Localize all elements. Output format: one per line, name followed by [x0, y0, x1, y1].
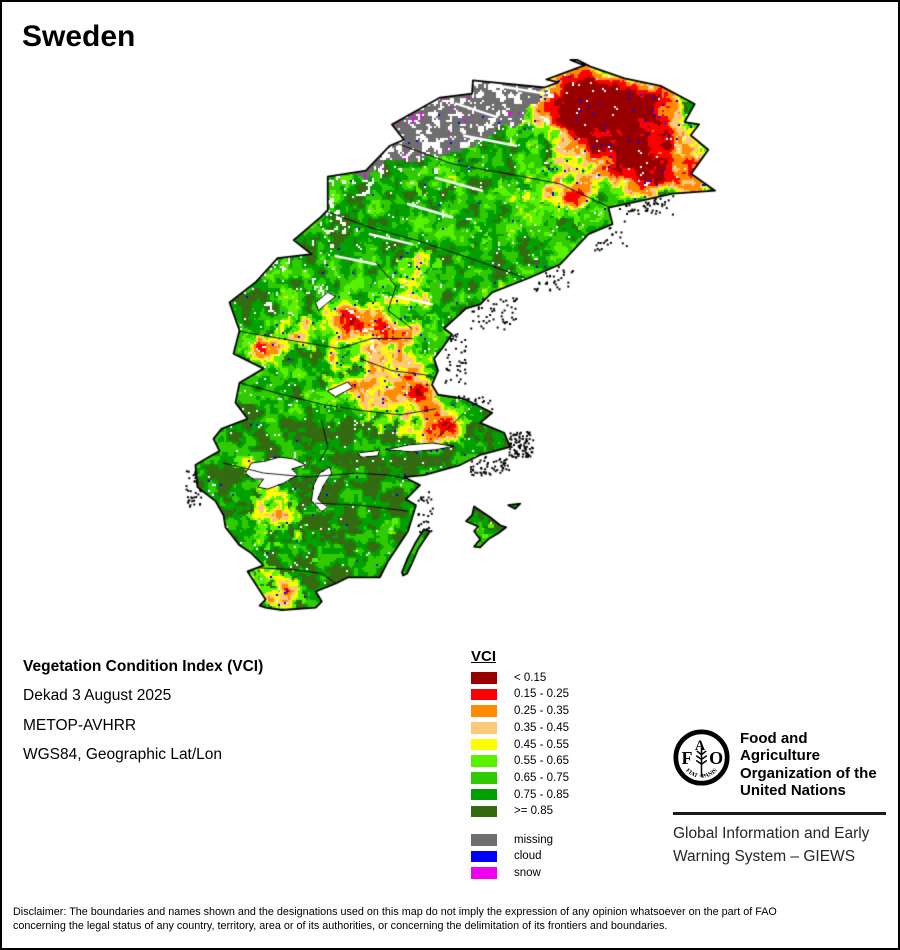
legend-swatch	[471, 672, 497, 684]
legend-label: 0.15 - 0.25	[514, 688, 569, 701]
legend-swatch	[471, 772, 497, 784]
fao-org-line: Organization of the	[740, 764, 877, 782]
legend-label: < 0.15	[514, 671, 547, 684]
disclaimer-line: Disclaimer: The boundaries and names sho…	[13, 906, 777, 918]
svg-text:O: O	[709, 748, 723, 768]
legend-extra-rows: missing cloud snow	[471, 834, 569, 879]
svg-text:A: A	[695, 738, 706, 754]
info-line-projection: WGS84, Geographic Lat/Lon	[23, 746, 223, 764]
fao-org-line: United Nations	[740, 781, 846, 799]
info-line-sensor: METOP-AVHRR	[23, 716, 137, 734]
info-line-index-name: Vegetation Condition Index (VCI)	[23, 658, 264, 675]
svg-text:F: F	[682, 748, 693, 768]
legend-label: snow	[514, 867, 541, 880]
legend-label: cloud	[514, 850, 542, 863]
legend-row: >= 0.85	[471, 805, 569, 818]
legend-row: 0.65 - 0.75	[471, 772, 569, 784]
legend-label: 0.55 - 0.65	[514, 755, 569, 768]
legend-row: 0.45 - 0.55	[471, 739, 569, 751]
legend-row: cloud	[471, 850, 569, 863]
legend-swatch	[471, 738, 497, 751]
legend-label: 0.75 - 0.85	[514, 788, 569, 801]
legend-row: 0.55 - 0.65	[471, 755, 569, 767]
fao-logo-icon: F A O FIAT · PANIS	[673, 729, 730, 786]
legend-row: < 0.15	[471, 672, 569, 684]
legend-label: 0.45 - 0.55	[514, 738, 569, 751]
info-line-dekad: Dekad 3 August 2025	[23, 687, 172, 705]
disclaimer-line: concerning the legal status of any count…	[13, 920, 668, 932]
legend-swatch	[471, 788, 497, 801]
legend-row: missing	[471, 834, 569, 846]
legend-label: >= 0.85	[514, 805, 554, 818]
legend-swatch	[471, 755, 497, 767]
legend-swatch	[471, 705, 497, 717]
legend: VCI < 0.15 0.15 - 0.25 0.25 - 0.35 0.35 - 0…	[471, 648, 569, 884]
legend-swatch	[471, 867, 497, 879]
legend-title: VCI	[471, 648, 497, 665]
fao-organization-name: Food and Agriculture Organization of the…	[740, 729, 889, 799]
legend-label: 0.65 - 0.75	[514, 771, 569, 784]
legend-row: 0.25 - 0.35	[471, 705, 569, 717]
legend-label: 0.25 - 0.35	[514, 705, 569, 718]
legend-swatch	[471, 722, 497, 734]
fao-org-line: Food and Agriculture	[740, 730, 821, 765]
wheat-ear-icon	[695, 747, 708, 778]
giews-line: Warning System – GIEWS	[673, 848, 856, 866]
fao-branding: F A O FIAT · PANIS Food and Ag	[673, 729, 889, 868]
fao-top-row: F A O FIAT · PANIS Food and Ag	[673, 729, 889, 799]
giews-label: Global Information and Early Warning Sys…	[673, 822, 889, 868]
legend-label: 0.35 - 0.45	[514, 721, 569, 734]
legend-swatch	[471, 850, 497, 863]
page-title: Sweden	[22, 20, 136, 53]
legend-swatch	[471, 688, 497, 701]
legend-row: snow	[471, 867, 569, 879]
legend-row: 0.35 - 0.45	[471, 722, 569, 734]
legend-label: missing	[514, 833, 553, 846]
legend-row: 0.75 - 0.85	[471, 789, 569, 801]
disclaimer: Disclaimer: The boundaries and names sho…	[13, 905, 777, 933]
legend-class-rows: < 0.15 0.15 - 0.25 0.25 - 0.35 0.35 - 0.45 0…	[471, 672, 569, 817]
giews-line: Global Information and Early	[673, 825, 870, 843]
fao-separator-rule	[673, 812, 886, 816]
legend-swatch	[471, 805, 497, 817]
legend-swatch	[471, 834, 497, 846]
legend-row: 0.15 - 0.25	[471, 688, 569, 701]
map-info-panel: Vegetation Condition Index (VCI) Dekad 3…	[23, 652, 263, 770]
